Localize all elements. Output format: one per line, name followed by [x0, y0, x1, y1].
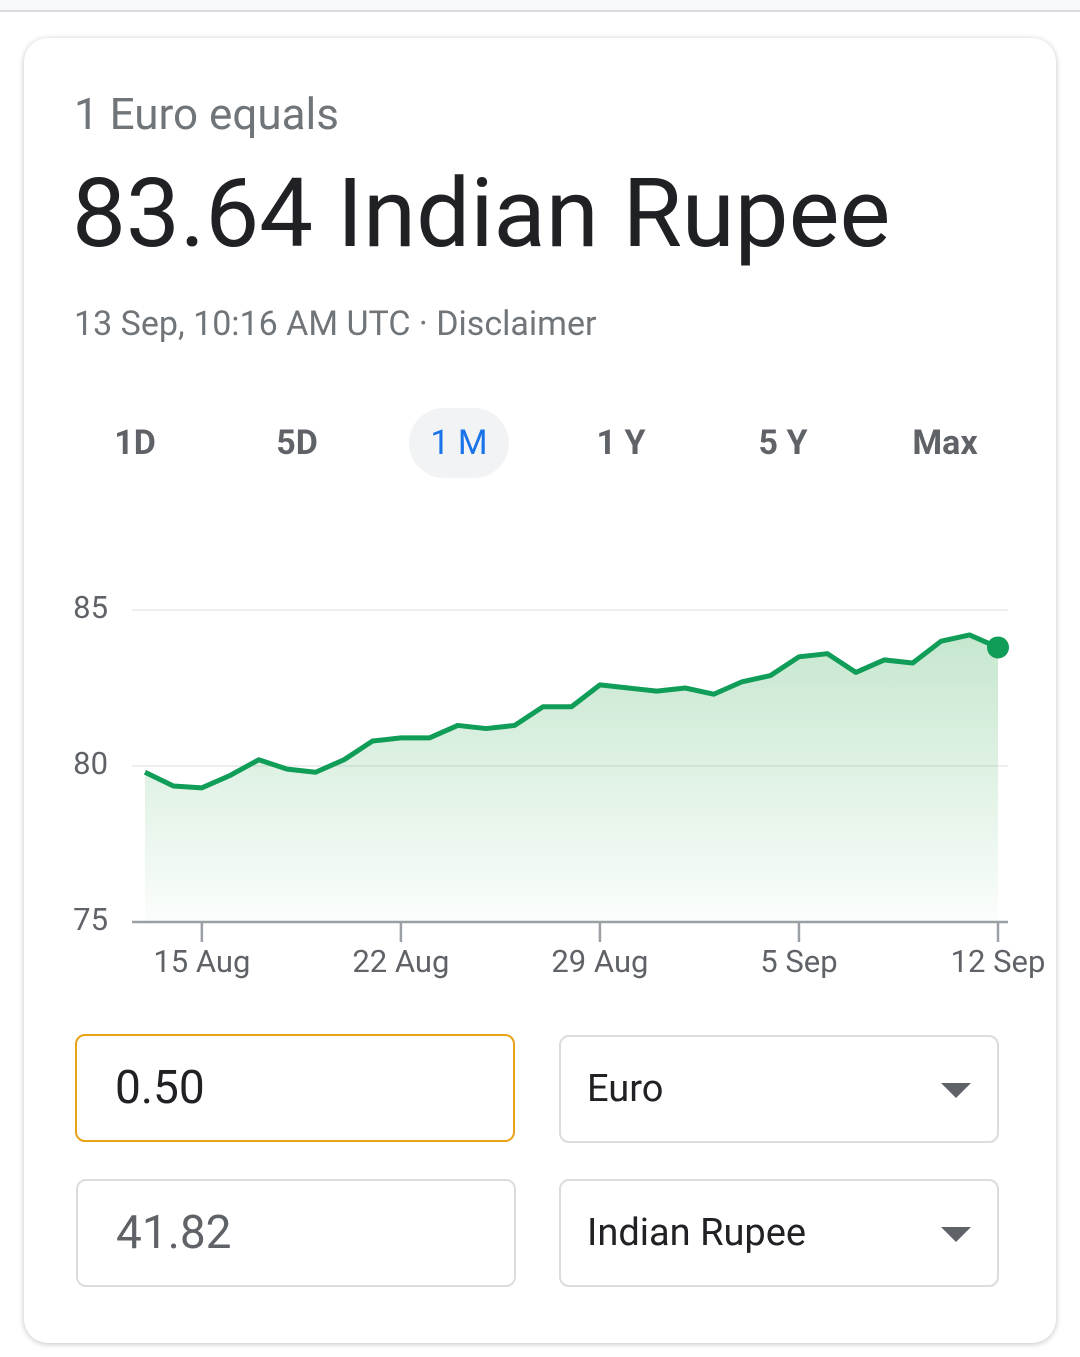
last-point: [987, 636, 1009, 659]
from-currency-label: Euro: [587, 1067, 664, 1111]
x-tick-label: 5 Sep: [760, 943, 837, 980]
area: [145, 634, 998, 922]
y-tick-label: 85: [73, 589, 108, 626]
rate: 83.64 Indian Rupee: [72, 158, 891, 270]
result-input[interactable]: 41.82: [76, 1179, 516, 1287]
to-currency[interactable]: Indian Rupee: [559, 1179, 999, 1287]
range-tab[interactable]: 1 M: [409, 408, 509, 478]
range-tab[interactable]: Max: [912, 423, 978, 463]
from-currency[interactable]: Euro: [559, 1035, 999, 1143]
x-tick-label: 12 Sep: [951, 943, 1046, 980]
amount-input[interactable]: 0.50: [75, 1034, 515, 1142]
timestamp[interactable]: 13 Sep, 10:16 AM UTC · Disclaimer: [74, 304, 597, 344]
range-tab[interactable]: 5 Y: [758, 423, 808, 463]
range-tab[interactable]: 1 Y: [596, 423, 646, 463]
caret: [941, 1227, 971, 1242]
line: [143, 632, 1000, 791]
browser-bar: [0, 0, 1080, 12]
y-tick-label: 75: [73, 901, 108, 938]
caret: [941, 1083, 971, 1098]
range-tab[interactable]: 5D: [276, 423, 318, 463]
range-tab[interactable]: 1D: [114, 423, 156, 463]
y-tick-label: 80: [73, 745, 108, 782]
subtitle: 1 Euro equals: [74, 88, 339, 140]
to-currency-label: Indian Rupee: [587, 1211, 807, 1255]
x-tick-label: 15 Aug: [153, 943, 250, 980]
x-tick-label: 29 Aug: [551, 943, 648, 980]
x-tick-label: 22 Aug: [352, 943, 449, 980]
chart: 75 80 85 15 Aug 22 Aug 29 Aug 5 Sep 12 Sep: [73, 589, 1046, 980]
